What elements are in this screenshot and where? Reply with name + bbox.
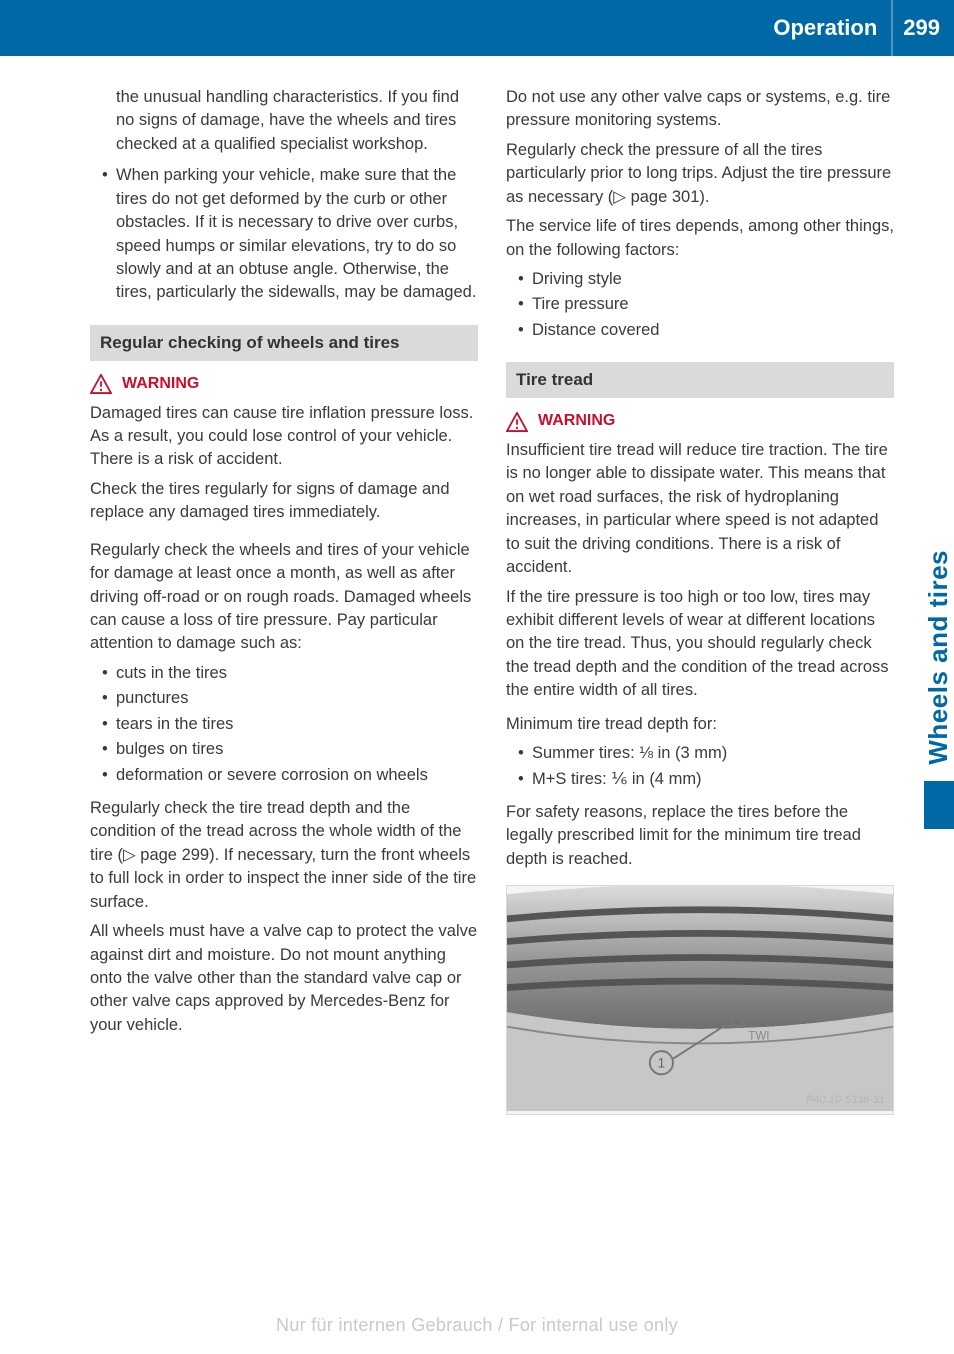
warning-text-right-2: If the tire pressure is too high or too … <box>506 586 894 703</box>
list-item: deformation or severe corrosion on wheel… <box>102 764 478 787</box>
image-watermark: P40.10-5338-31 <box>806 1093 885 1109</box>
list-item: Tire pressure <box>518 293 894 316</box>
header-title: Operation <box>773 15 891 41</box>
header-bar: Operation 299 <box>0 0 954 56</box>
list-item: punctures <box>102 687 478 710</box>
tire-tread-figure: TWI 1 P40.10-5338-31 <box>506 885 894 1115</box>
list-item: tears in the tires <box>102 713 478 736</box>
safety-paragraph: For safety reasons, replace the tires be… <box>506 801 894 871</box>
list-item: Driving style <box>518 268 894 291</box>
warning-triangle-icon <box>506 412 528 432</box>
warning-triangle-icon <box>90 374 112 394</box>
intro-list: the unusual handling characteristics. If… <box>90 86 478 305</box>
regular-check-paragraph: Regularly check the wheels and tires of … <box>90 539 478 656</box>
warning-text-left-2: Check the tires regularly for signs of d… <box>90 478 478 525</box>
service-life-paragraph: The service life of tires depends, among… <box>506 215 894 262</box>
check-pressure-paragraph: Regularly check the pressure of all the … <box>506 139 894 209</box>
damage-list: cuts in the tires punctures tears in the… <box>90 662 478 787</box>
right-column: Do not use any other valve caps or syste… <box>506 86 894 1115</box>
valve-cap-paragraph: All wheels must have a valve cap to prot… <box>90 920 478 1037</box>
heading-regular-checking: Regular checking of wheels and tires <box>90 325 478 361</box>
warning-label-left: WARNING <box>122 373 199 396</box>
warning-label-right: WARNING <box>538 410 615 433</box>
list-item: Summer tires: ⅛ in (3 mm) <box>518 742 894 765</box>
side-tab-label: Wheels and tires <box>923 550 954 765</box>
min-depth-paragraph: Minimum tire tread depth for: <box>506 713 894 736</box>
list-item: M+S tires: ⅙ in (4 mm) <box>518 768 894 791</box>
content-area: the unusual handling characteristics. If… <box>0 56 954 1135</box>
left-column: the unusual handling characteristics. If… <box>90 86 478 1115</box>
warning-row-left: WARNING <box>90 373 478 396</box>
twi-label: TWI <box>748 1031 769 1043</box>
valve-caps-paragraph: Do not use any other valve caps or syste… <box>506 86 894 133</box>
intro-continued-text: the unusual handling characteristics. If… <box>102 86 478 156</box>
min-depth-list: Summer tires: ⅛ in (3 mm) M+S tires: ⅙ i… <box>506 742 894 791</box>
side-tab-bar <box>924 781 954 829</box>
list-item: bulges on tires <box>102 738 478 761</box>
side-tab: Wheels and tires <box>923 550 954 829</box>
callout-1: 1 <box>658 1056 666 1071</box>
tire-illustration: TWI 1 <box>507 886 893 1114</box>
footer-watermark: Nur für internen Gebrauch / For internal… <box>0 1315 954 1336</box>
factors-list: Driving style Tire pressure Distance cov… <box>506 268 894 342</box>
warning-text-right-1: Insufficient tire tread will reduce tire… <box>506 439 894 580</box>
warning-text-left-1: Damaged tires can cause tire inflation p… <box>90 402 478 472</box>
tread-depth-paragraph: Regularly check the tire tread depth and… <box>90 797 478 914</box>
list-item: Distance covered <box>518 319 894 342</box>
parking-bullet: When parking your vehicle, make sure tha… <box>102 164 478 305</box>
warning-row-right: WARNING <box>506 410 894 433</box>
page-number: 299 <box>891 0 954 56</box>
heading-tire-tread: Tire tread <box>506 362 894 398</box>
list-item: cuts in the tires <box>102 662 478 685</box>
